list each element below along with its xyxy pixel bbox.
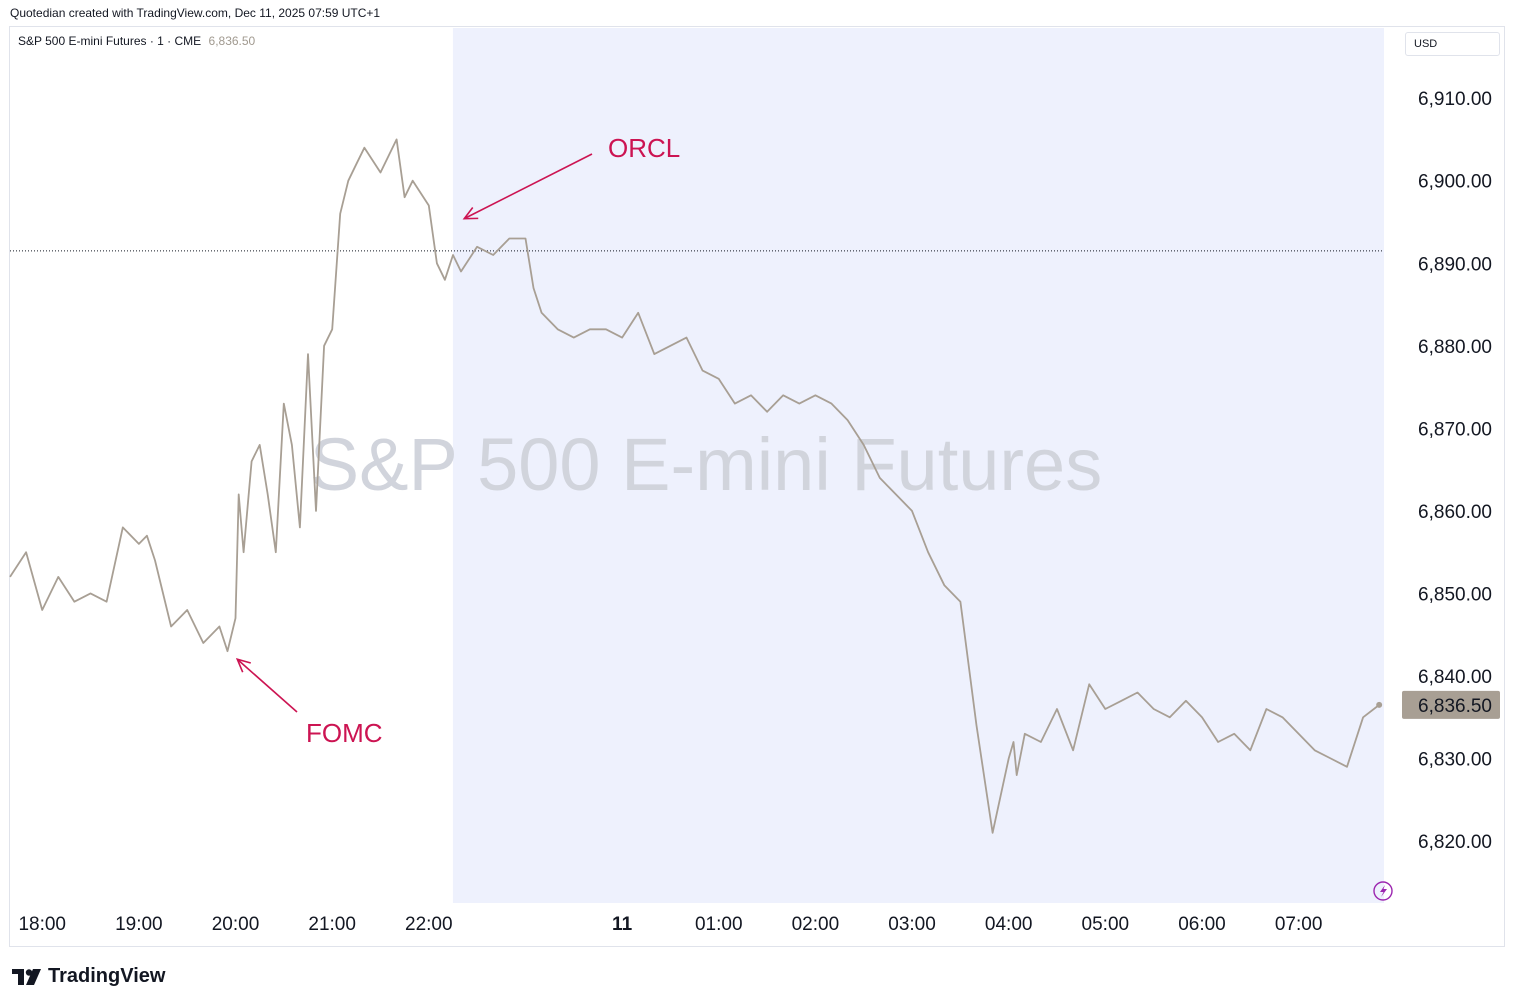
x-tick-label: 03:00	[888, 914, 936, 935]
annotation-layer: ORCL FOMC	[235, 133, 680, 748]
currency-selector[interactable]: USD	[1405, 32, 1500, 56]
session-shade	[452, 28, 1384, 903]
y-tick-label: 6,910.00	[1418, 89, 1492, 110]
x-tick-label: 06:00	[1178, 914, 1226, 935]
chart-frame	[9, 26, 1505, 947]
y-tick-label: 6,900.00	[1418, 172, 1492, 193]
price-series-layer	[9, 138, 1383, 834]
tradingview-logo-icon	[12, 968, 42, 985]
time-axis[interactable]: 18:00 19:00 20:00 21:00 22:00 11 01:00 02:00 03:…	[18, 914, 1322, 935]
x-tick-label: 04:00	[985, 914, 1033, 935]
y-tick-label: 6,840.00	[1418, 667, 1492, 688]
symbol-watermark: S&P 500 E-mini Futures	[310, 423, 1102, 506]
y-tick-label: 6,880.00	[1418, 337, 1492, 358]
y-tick-label: 6,870.00	[1418, 419, 1492, 440]
annotation-fomc: FOMC	[306, 718, 383, 748]
x-tick-label: 07:00	[1275, 914, 1323, 935]
tradingview-logo[interactable]: TradingView	[12, 965, 165, 988]
orcl-arrow-shaft	[463, 153, 593, 220]
y-tick-label: 6,850.00	[1418, 584, 1492, 605]
price-series-line-0	[9, 138, 1380, 834]
orcl-arrow-head	[462, 207, 479, 220]
x-tick-label: 19:00	[115, 914, 163, 935]
x-tick-label: 21:00	[308, 914, 356, 935]
chart-caption: Quotedian created with TradingView.com, …	[10, 6, 381, 20]
x-tick-label: 22:00	[405, 914, 453, 935]
y-tick-label: 6,820.00	[1418, 832, 1492, 853]
fomc-arrow-shaft	[236, 658, 298, 713]
annotation-orcl: ORCL	[608, 133, 680, 163]
legend-last-price: 6,836.50	[208, 34, 256, 48]
fomc-arrow-head	[235, 658, 251, 673]
x-tick-label: 05:00	[1082, 914, 1130, 935]
x-tick-label: 11	[612, 914, 633, 935]
lightning-icon[interactable]	[1373, 881, 1393, 901]
tradingview-brand: TradingView	[48, 965, 166, 987]
y-tick-label: 6,860.00	[1418, 502, 1492, 523]
y-tick-label: 6,830.00	[1418, 750, 1492, 771]
last-price-tag	[1402, 690, 1500, 719]
last-price-tag-text: 6,836.50	[1418, 696, 1492, 717]
x-tick-label: 18:00	[18, 914, 66, 935]
symbol-name: S&P 500 E-mini Futures · 1 · CME	[18, 34, 202, 48]
last-price-label: 6,836.50	[1402, 690, 1500, 719]
x-tick-label: 20:00	[212, 914, 260, 935]
price-axis[interactable]: 6,910.00 6,900.00 6,890.00 6,880.00 6,870.00…	[1418, 89, 1492, 853]
y-tick-label: 6,890.00	[1418, 254, 1492, 275]
x-tick-label: 01:00	[695, 914, 743, 935]
last-price-dot	[1376, 701, 1383, 708]
symbol-legend[interactable]: S&P 500 E-mini Futures · 1 · CME 6,836.5…	[18, 34, 255, 48]
x-tick-label: 02:00	[792, 914, 840, 935]
